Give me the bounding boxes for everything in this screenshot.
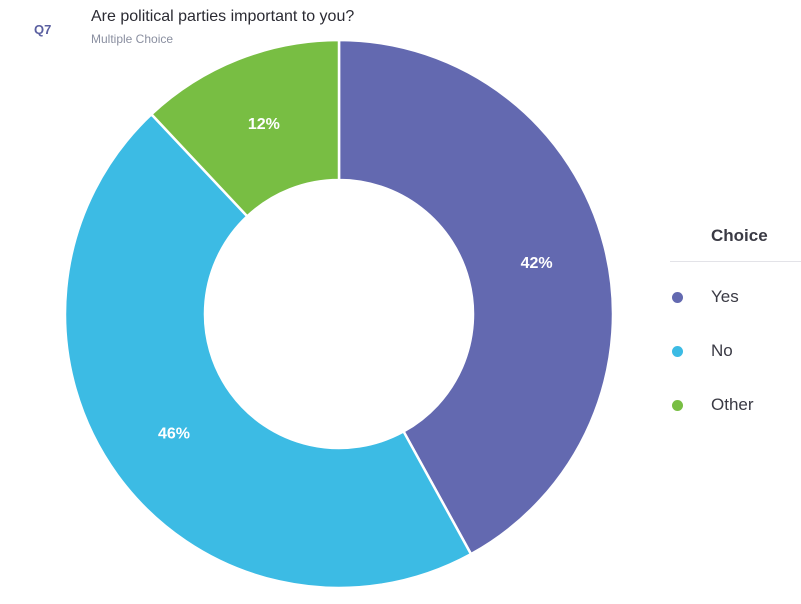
legend-title: Choice [711, 226, 768, 245]
question-number: Q7 [34, 22, 52, 37]
legend-item-other[interactable]: Other [670, 378, 801, 432]
legend-dot-other [672, 399, 683, 411]
legend-item-no[interactable]: No [670, 324, 801, 378]
legend-label-yes: Yes [711, 287, 739, 306]
legend-item-yes[interactable]: Yes [670, 270, 801, 324]
slice-no[interactable] [63, 112, 473, 590]
legend-dot-no [672, 345, 683, 357]
slice-label-no: 46% [158, 425, 190, 442]
slice-label-yes: 42% [521, 255, 553, 272]
legend-label-other: Other [711, 395, 754, 414]
legend-label-no: No [711, 341, 733, 360]
question-title: Are political parties important to you? [91, 8, 355, 25]
chart-legend: Choice Yes No Other [670, 222, 801, 432]
slice-yes[interactable] [337, 38, 615, 556]
slice-other[interactable] [149, 38, 341, 219]
slice-label-other: 12% [248, 116, 280, 133]
question-type: Multiple Choice [91, 32, 174, 46]
legend-dot-yes [672, 291, 683, 303]
legend-divider [670, 261, 801, 262]
